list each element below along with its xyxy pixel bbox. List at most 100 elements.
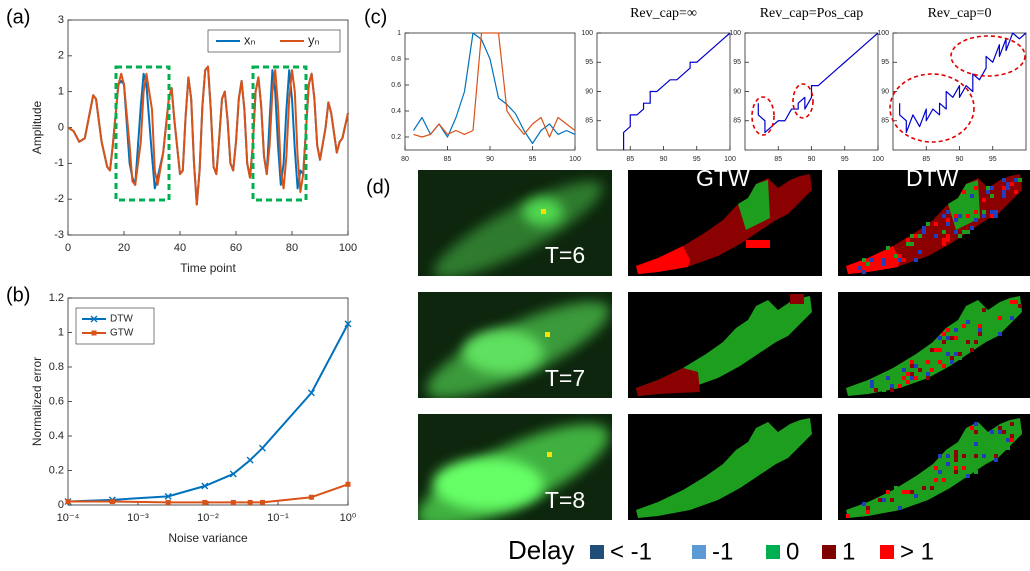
legend-swatch bbox=[692, 545, 706, 559]
speckle bbox=[882, 388, 886, 392]
marker bbox=[345, 481, 351, 487]
speckle bbox=[926, 372, 930, 376]
speckle bbox=[942, 364, 946, 368]
speckle bbox=[1002, 186, 1006, 190]
speckle bbox=[990, 210, 994, 214]
speckle bbox=[950, 462, 954, 466]
speckle bbox=[962, 454, 966, 458]
y-tick-label: 3 bbox=[58, 14, 64, 26]
speckle bbox=[1010, 300, 1014, 304]
speckle bbox=[878, 498, 882, 502]
speckle bbox=[970, 328, 974, 332]
legend-swatch bbox=[880, 545, 894, 559]
y-tick-label: 0.6 bbox=[49, 395, 64, 407]
region-delay-0 bbox=[636, 418, 812, 518]
y-tick-label: 90 bbox=[881, 88, 889, 95]
row-label: T=7 bbox=[545, 365, 585, 391]
y-tick-label: 85 bbox=[585, 118, 593, 125]
speckle bbox=[966, 320, 970, 324]
marker bbox=[65, 499, 71, 505]
speckle bbox=[934, 466, 938, 470]
speckle bbox=[982, 198, 986, 202]
speckle bbox=[938, 336, 942, 340]
speckle bbox=[902, 494, 906, 498]
speckle bbox=[970, 348, 974, 352]
speckle bbox=[950, 360, 954, 364]
speckle bbox=[1006, 442, 1010, 446]
x-tick-label: 95 bbox=[841, 156, 849, 163]
dtw-map bbox=[838, 292, 1030, 398]
panel-label: (d) bbox=[366, 176, 390, 198]
marker bbox=[247, 499, 253, 505]
column-label: GTW bbox=[696, 165, 750, 191]
micro-image bbox=[418, 414, 612, 520]
speckle bbox=[1002, 190, 1006, 194]
speckle bbox=[1014, 190, 1018, 194]
region-delay-1 bbox=[790, 294, 804, 304]
speckle bbox=[1002, 194, 1006, 198]
x-tick-label: 10⁻¹ bbox=[267, 512, 289, 524]
legend-label: > 1 bbox=[900, 538, 934, 565]
series-line bbox=[623, 32, 731, 150]
speckle bbox=[994, 332, 998, 336]
chart-title: Rev_cap=Pos_cap bbox=[760, 6, 864, 21]
speckle bbox=[962, 324, 966, 328]
speckle bbox=[942, 214, 946, 218]
speckle bbox=[866, 506, 870, 510]
speckle bbox=[946, 328, 950, 332]
speckle bbox=[986, 320, 990, 324]
dtw-map bbox=[838, 414, 1030, 520]
series-line bbox=[757, 32, 879, 134]
region-delay-0 bbox=[738, 180, 770, 230]
legend-label: -1 bbox=[712, 538, 733, 565]
speckle bbox=[910, 242, 914, 246]
speckle bbox=[1006, 446, 1010, 450]
plot-area bbox=[404, 32, 576, 151]
speckle bbox=[1006, 186, 1010, 190]
y-tick-label: 1 bbox=[58, 326, 64, 338]
gtw-map bbox=[628, 292, 822, 398]
marker bbox=[308, 494, 314, 500]
speckle bbox=[990, 324, 994, 328]
speckle bbox=[866, 510, 870, 514]
y-tick-label: 90 bbox=[585, 88, 593, 95]
speckle bbox=[1010, 438, 1014, 442]
legend-label: < -1 bbox=[610, 538, 652, 565]
region-delay-0 bbox=[846, 296, 1022, 396]
chart: 80 85 90 95 100 0.2 0.4 0.6 0.8 1 bbox=[391, 30, 581, 163]
speckle bbox=[890, 498, 894, 502]
region-delay-1 bbox=[636, 368, 700, 396]
x-tick-label: 95 bbox=[529, 156, 537, 163]
speckle bbox=[910, 364, 914, 368]
speckle bbox=[930, 486, 934, 490]
speckle bbox=[942, 230, 946, 234]
legend-label: xₙ bbox=[244, 32, 256, 47]
marker bbox=[165, 499, 171, 505]
x-tick-label: 0 bbox=[65, 242, 71, 254]
x-tick-label: 100 bbox=[569, 156, 581, 163]
speckle bbox=[934, 348, 938, 352]
speckle bbox=[954, 352, 958, 356]
speckle bbox=[978, 328, 982, 332]
speckle bbox=[1002, 178, 1006, 182]
speckle bbox=[1010, 182, 1014, 186]
speckle bbox=[886, 384, 890, 388]
legend-swatch bbox=[590, 545, 604, 559]
speckle bbox=[970, 226, 974, 230]
cell-glow bbox=[433, 458, 543, 510]
speckle bbox=[954, 458, 958, 462]
speckle bbox=[954, 454, 958, 458]
speckle bbox=[946, 462, 950, 466]
speckle bbox=[942, 458, 946, 462]
speckle bbox=[890, 388, 894, 392]
speckle bbox=[1010, 434, 1014, 438]
row-label: T=8 bbox=[545, 487, 585, 513]
speckle bbox=[978, 324, 982, 328]
annotations bbox=[114, 35, 1026, 202]
speckle bbox=[910, 490, 914, 494]
y-tick-label: 90 bbox=[733, 88, 741, 95]
speckle bbox=[910, 234, 914, 238]
speckle bbox=[902, 368, 906, 372]
speckle bbox=[938, 360, 942, 364]
speckle bbox=[1002, 316, 1006, 320]
